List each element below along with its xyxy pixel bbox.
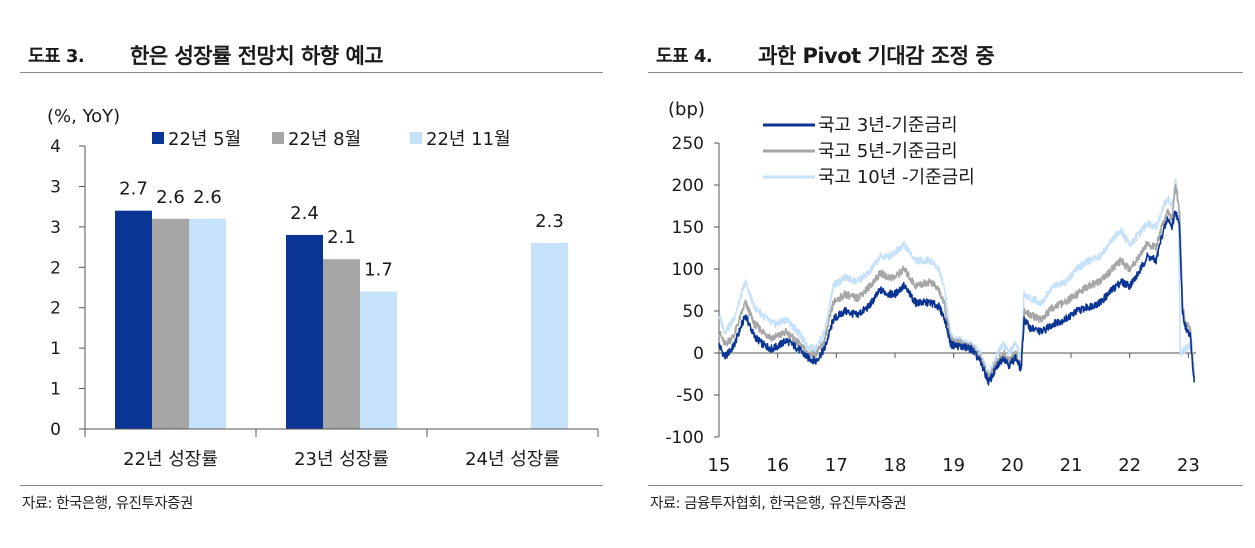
x-tick-label: 23년 성장률 — [294, 449, 389, 470]
legend-label: 22년 11월 — [426, 129, 511, 150]
data-label: 2.7 — [119, 179, 148, 200]
y-tick-label: 1 — [50, 380, 61, 400]
bar — [286, 234, 323, 429]
bar-chart-x-axis: 22년 성장률 23년 성장률 24년 성장률 — [84, 428, 599, 470]
line-chart: (bp) -100 -50 0 50 100 150 200 250 15 16 17 18 19 20… — [665, 99, 1200, 476]
x-tick-label: 17 — [825, 455, 848, 476]
figure-3-header: 도표 3. 한은 성장률 전망치 하향 예고 — [20, 38, 605, 68]
legend-swatch — [272, 132, 284, 144]
y-tick-label: -50 — [676, 386, 704, 406]
x-tick-label: 22년 성장률 — [123, 449, 218, 470]
x-tick-label: 22 — [1118, 455, 1141, 476]
x-tick-label: 18 — [884, 455, 907, 476]
figure-4-number: 도표 4. — [656, 46, 713, 67]
y-tick-label: 2 — [50, 299, 61, 319]
legend-label: 국고 5년-기준금리 — [818, 141, 958, 162]
bar-chart: (%, YoY) 22년 5월 22년 8월 22년 11월 0 1 1 2 2 3 3 4 2.… — [47, 106, 599, 470]
data-label: 2.6 — [156, 187, 185, 208]
bar — [360, 291, 397, 429]
x-tick-label: 19 — [942, 455, 965, 476]
figure-3-title: 한은 성장률 전망치 하향 예고 — [130, 44, 384, 68]
x-tick-label: 23 — [1177, 455, 1200, 476]
y-tick-label: 50 — [682, 302, 704, 322]
figure-3-source: 자료: 한국은행, 유진투자증권 — [22, 496, 193, 512]
x-tick-label: 24년 성장률 — [465, 449, 560, 470]
data-label: 2.1 — [327, 227, 356, 248]
legend-swatch — [152, 132, 164, 144]
legend-label: 국고 10년 -기준금리 — [818, 167, 975, 188]
y-tick-label: 250 — [672, 134, 704, 154]
y-tick-label: 3 — [50, 218, 61, 238]
y-tick-label: 1 — [50, 339, 61, 359]
series-line — [718, 184, 1195, 381]
figure-4-source: 자료: 금융투자협회, 한국은행, 유진투자증권 — [650, 496, 907, 512]
bar — [323, 259, 360, 429]
legend-label: 22년 8월 — [288, 129, 361, 150]
line-chart-x-axis: 15 16 17 18 19 20 21 22 23 — [708, 352, 1200, 476]
data-label: 2.6 — [193, 187, 222, 208]
figure-4-top-rule — [648, 72, 1243, 73]
y-tick-label: 2 — [50, 258, 61, 278]
figure-4-header: 도표 4. 과한 Pivot 기대감 조정 중 — [648, 38, 1245, 68]
figure-3-number: 도표 3. — [28, 46, 85, 67]
figure-3-panel: 도표 3. 한은 성장률 전망치 하향 예고 (%, YoY) 22년 5월 22… — [0, 0, 615, 548]
figure-3-bottom-rule — [20, 485, 603, 486]
bar-chart-bars: 2.7 2.6 2.6 2.4 2.1 1.7 2.3 — [115, 179, 568, 429]
bar-chart-legend: 22년 5월 22년 8월 22년 11월 — [152, 129, 511, 150]
data-label: 2.4 — [290, 203, 319, 224]
x-tick-label: 21 — [1060, 455, 1083, 476]
legend-label: 22년 5월 — [168, 129, 241, 150]
legend-label: 국고 3년-기준금리 — [818, 115, 958, 136]
bar — [115, 210, 152, 429]
series-line — [718, 210, 1195, 386]
y-unit-label: (%, YoY) — [47, 106, 120, 127]
y-tick-label: -100 — [665, 428, 704, 448]
data-label: 1.7 — [364, 260, 393, 281]
data-label: 2.3 — [535, 211, 564, 232]
figure-4-panel: 도표 4. 과한 Pivot 기대감 조정 중 (bp) -100 -50 0 50 1… — [628, 0, 1255, 548]
bar — [531, 243, 568, 429]
y-tick-label: 4 — [50, 137, 61, 157]
figure-3-top-rule — [20, 72, 603, 73]
x-tick-label: 16 — [766, 455, 789, 476]
legend-swatch — [410, 132, 422, 144]
bar — [189, 218, 226, 429]
y-tick-label: 100 — [672, 260, 704, 280]
y-tick-label: 0 — [693, 344, 704, 364]
bar-chart-y-axis: 0 1 1 2 2 3 3 4 — [50, 137, 86, 440]
y-tick-label: 3 — [50, 177, 61, 197]
figure-4-bottom-rule — [648, 485, 1243, 486]
y-tick-label: 150 — [672, 218, 704, 238]
line-chart-series — [718, 179, 1195, 386]
y-tick-label: 200 — [672, 176, 704, 196]
y-unit-label: (bp) — [668, 99, 705, 120]
bar — [152, 218, 189, 429]
y-tick-label: 0 — [50, 420, 61, 440]
x-tick-label: 15 — [708, 455, 731, 476]
line-chart-y-axis: -100 -50 0 50 100 150 200 250 — [665, 134, 720, 448]
figure-4-title: 과한 Pivot 기대감 조정 중 — [758, 44, 995, 68]
x-tick-label: 20 — [1001, 455, 1024, 476]
